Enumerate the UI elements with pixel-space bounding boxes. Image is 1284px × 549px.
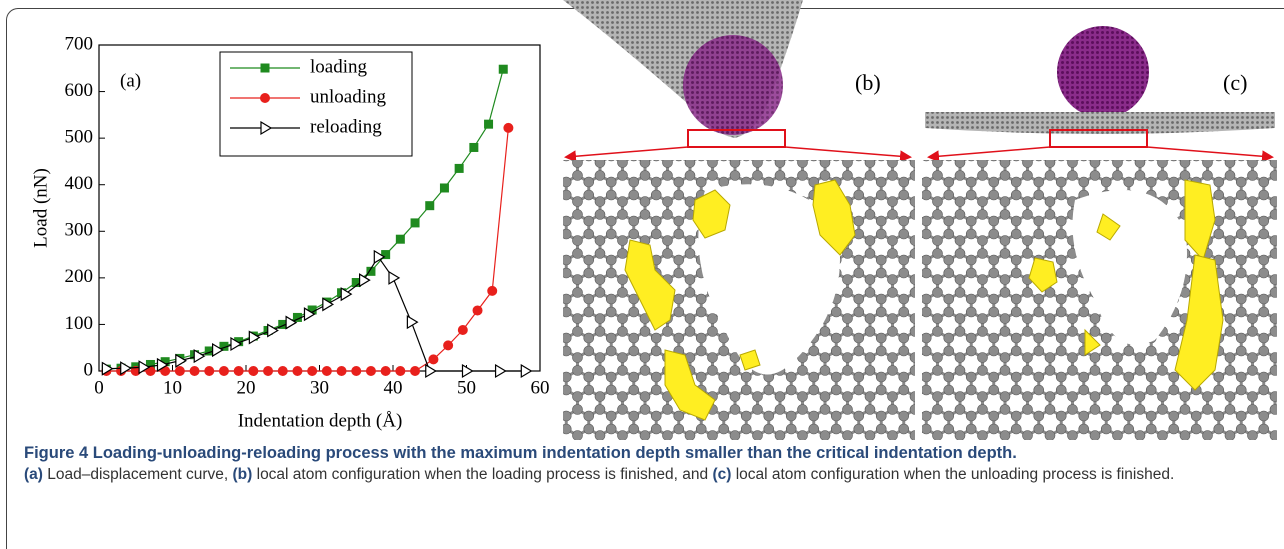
zoom-arrow [1147, 147, 1271, 157]
caption-label: (c) [712, 466, 731, 483]
marker [487, 286, 497, 296]
x-tick-label: 60 [531, 377, 550, 398]
legend-marker [260, 93, 270, 103]
x-tick-label: 10 [163, 377, 182, 398]
legend-label: reloading [310, 116, 382, 137]
caption-body: (a) Load–displacement curve, (b) local a… [24, 464, 1264, 486]
y-tick-label: 300 [65, 220, 94, 241]
x-tick-label: 40 [384, 377, 403, 398]
x-tick-label: 50 [457, 377, 476, 398]
indenter-ball [683, 35, 783, 135]
marker [389, 272, 399, 284]
series-line [106, 128, 508, 371]
chart: (a) Indentation depth (Å) Load (nN) 0 10 2… [0, 0, 555, 440]
caption-text: Load–displacement curve, [43, 466, 233, 483]
indenter-ball [1057, 26, 1149, 118]
marker [351, 366, 361, 376]
marker [337, 366, 347, 376]
atom-images: (b) (c) [555, 0, 1284, 440]
marker [322, 366, 332, 376]
panel-label: (a) [120, 70, 141, 91]
y-tick-label: 0 [84, 359, 94, 380]
page: (a) Indentation depth (Å) Load (nN) 0 10 2… [0, 0, 1284, 534]
marker [307, 366, 317, 376]
y-tick-label: 200 [65, 266, 94, 287]
marker [521, 365, 531, 377]
y-tick-label: 600 [65, 80, 94, 101]
marker [395, 366, 405, 376]
marker [425, 201, 434, 210]
marker [278, 366, 288, 376]
legend-label: loading [310, 56, 367, 77]
marker [263, 366, 273, 376]
marker [381, 366, 391, 376]
caption: Figure 4 Loading-unloading-reloading pro… [24, 442, 1264, 486]
marker [411, 218, 420, 227]
marker [366, 366, 376, 376]
marker [204, 366, 214, 376]
marker [473, 305, 483, 315]
marker [463, 365, 473, 377]
marker [292, 366, 302, 376]
caption-title: Figure 4 Loading-unloading-reloading pro… [24, 442, 1264, 464]
legend-marker [261, 64, 270, 73]
marker [428, 354, 438, 364]
marker [175, 366, 185, 376]
x-tick-label: 0 [94, 377, 104, 398]
x-tick-label: 20 [237, 377, 256, 398]
panel-label: (b) [855, 70, 881, 95]
marker [499, 65, 508, 74]
y-tick-label: 700 [65, 33, 94, 54]
x-tick-label: 30 [310, 377, 329, 398]
x-axis-label: Indentation depth (Å) [238, 410, 403, 431]
marker [248, 366, 258, 376]
marker [440, 183, 449, 192]
y-tick-label: 400 [65, 173, 94, 194]
y-axis-label: Load (nN) [30, 168, 51, 248]
marker [469, 143, 478, 152]
zoom-arrow [567, 147, 688, 157]
marker [426, 365, 436, 377]
marker [458, 325, 468, 335]
marker [396, 235, 405, 244]
marker [455, 164, 464, 173]
caption-label: (b) [233, 466, 253, 483]
marker [496, 365, 506, 377]
marker [268, 324, 278, 336]
marker [234, 366, 244, 376]
zoom-arrow [785, 147, 909, 157]
marker [219, 366, 229, 376]
marker [503, 123, 513, 133]
marker [194, 350, 204, 362]
zoom-arrow [930, 147, 1050, 157]
marker [443, 340, 453, 350]
panel-label: (c) [1223, 70, 1247, 95]
caption-text: local atom configuration when the unload… [731, 466, 1174, 483]
caption-label: (a) [24, 466, 43, 483]
marker [484, 120, 493, 129]
marker [410, 366, 420, 376]
caption-text: local atom configuration when the loadin… [252, 466, 712, 483]
y-tick-label: 500 [65, 127, 94, 148]
y-tick-label: 100 [65, 313, 94, 334]
marker [190, 366, 200, 376]
legend-label: unloading [310, 86, 386, 107]
